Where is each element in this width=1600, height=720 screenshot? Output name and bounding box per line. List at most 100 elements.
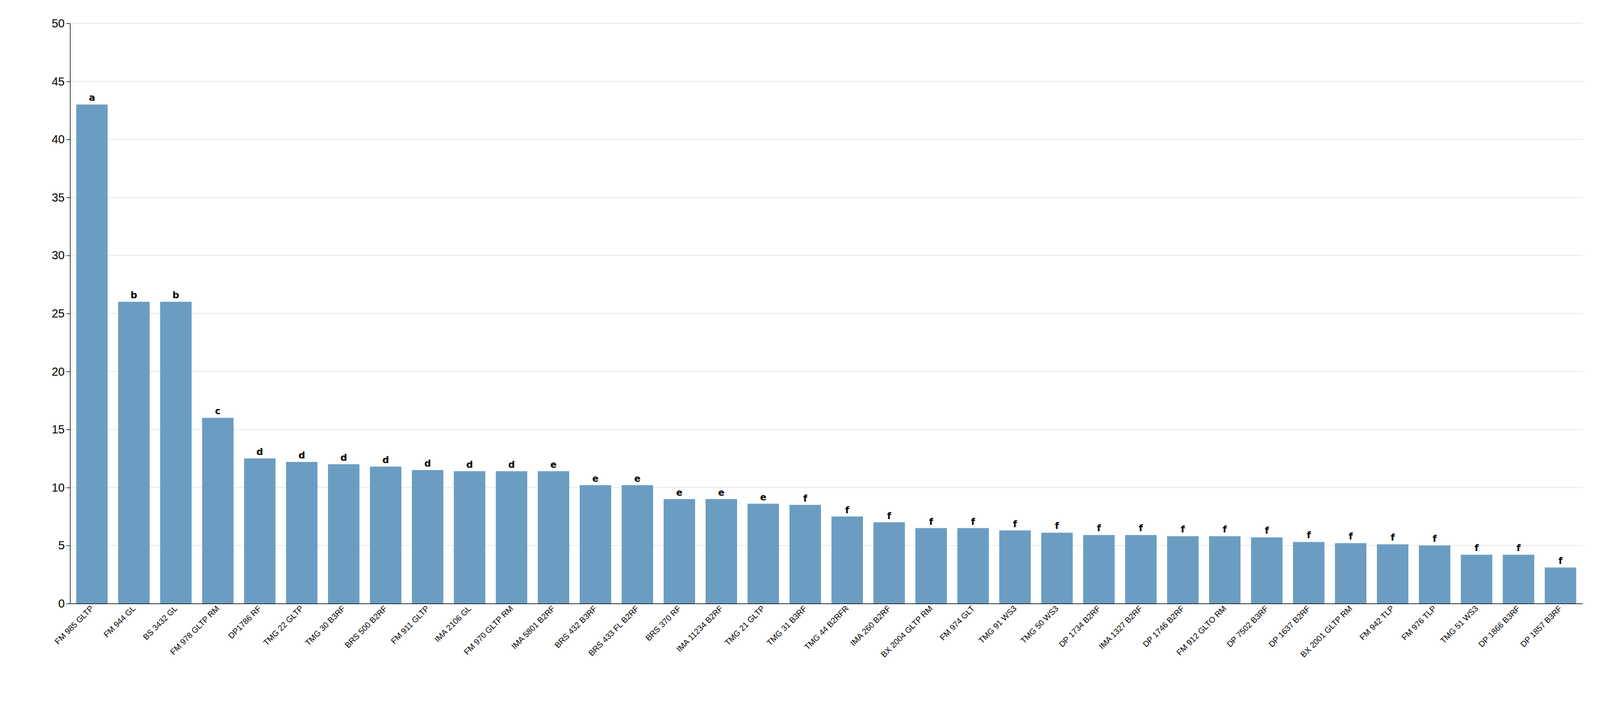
x-tick-label: BRS 370 RF bbox=[643, 603, 683, 643]
bar bbox=[957, 528, 989, 604]
bar bbox=[1209, 536, 1241, 604]
y-tick-label: 20 bbox=[51, 365, 65, 379]
bar bbox=[328, 464, 360, 604]
x-tick-group: TMG 30 B3RF bbox=[302, 603, 347, 648]
bar bbox=[286, 462, 318, 604]
x-tick-group: IMA 2106 GL bbox=[432, 603, 473, 644]
x-tick-group: IMA 11234 B2RF bbox=[674, 603, 725, 654]
bar bbox=[621, 485, 654, 604]
annotation: f bbox=[1306, 529, 1312, 541]
annotation: e bbox=[676, 487, 683, 499]
x-tick-label: IMA 5801 B2RF bbox=[509, 603, 557, 651]
x-tick-label: TMG 50 WS3 bbox=[1018, 603, 1060, 646]
x-tick-group: FM 911 GLTP bbox=[388, 603, 431, 646]
x-tick-label: TMG 21 GLTP bbox=[723, 603, 767, 648]
bar bbox=[1376, 544, 1409, 604]
bar bbox=[453, 471, 486, 604]
y-tick-label: 30 bbox=[51, 248, 65, 262]
annotation: d bbox=[508, 459, 515, 471]
bar bbox=[1041, 532, 1073, 604]
x-tick-group: FM 978 GLTP RM bbox=[168, 603, 222, 657]
x-tick-group: FM 985 GLTP bbox=[53, 603, 96, 647]
chart: abbcdddddddeeeeeefffffffffffffffffff0510… bbox=[0, 0, 1600, 720]
x-tick-group: TMG 91 WS3 bbox=[976, 603, 1018, 646]
annotation: f bbox=[929, 516, 935, 528]
x-tick-group: DP 1734 B2RF bbox=[1056, 603, 1103, 650]
x-tick-label: TMG 22 GLTP bbox=[261, 603, 306, 648]
bar bbox=[873, 522, 905, 604]
annotation: f bbox=[1474, 542, 1480, 554]
grid-line bbox=[69, 371, 1583, 372]
x-tick-group: BRS 432 B3RF bbox=[552, 603, 599, 650]
x-tick-label: TMG 44 B2RFR bbox=[802, 603, 851, 652]
y-tick-label: 40 bbox=[51, 132, 65, 146]
x-tick-label: DP 1637 B2RF bbox=[1266, 603, 1313, 650]
annotation: d bbox=[340, 452, 347, 464]
grid-line bbox=[69, 313, 1583, 315]
x-tick-group: BX 2004 GLTP RM bbox=[878, 603, 935, 659]
annotation: a bbox=[88, 92, 95, 104]
x-tick-group: BX 2001 GLTP RM bbox=[1298, 603, 1355, 659]
x-tick-group: TMG 21 GLTP bbox=[723, 603, 767, 648]
annotation: e bbox=[592, 473, 599, 485]
x-tick-group: DP 1746 B2RF bbox=[1140, 603, 1187, 650]
x-tick-label: FM 978 GLTP RM bbox=[168, 603, 222, 657]
bar bbox=[369, 466, 402, 604]
x-tick-label: DP 1746 B2RF bbox=[1140, 603, 1187, 650]
bar bbox=[1502, 554, 1535, 604]
x-tick-label: IMA 11234 B2RF bbox=[674, 603, 725, 654]
y-tick bbox=[66, 313, 70, 315]
x-tick-label: DP 1734 B2RF bbox=[1056, 603, 1103, 650]
y-tick-label: 0 bbox=[58, 597, 65, 611]
bar bbox=[411, 470, 444, 604]
annotation: f bbox=[1013, 518, 1018, 530]
x-tick-group: TMG 44 B2RFR bbox=[802, 603, 851, 652]
annotation: f bbox=[1139, 522, 1144, 534]
grid-line bbox=[69, 255, 1583, 256]
y-tick-group: 20 bbox=[51, 365, 70, 379]
y-tick-group: 40 bbox=[51, 132, 70, 146]
x-tick-group: FM 976 TLP bbox=[1399, 603, 1439, 643]
bar bbox=[244, 458, 276, 604]
x-tick-label: DP 1857 B3RF bbox=[1518, 603, 1564, 650]
grid-line bbox=[69, 429, 1583, 431]
grid-line bbox=[69, 196, 1583, 198]
y-tick bbox=[66, 23, 70, 24]
bar bbox=[118, 301, 150, 604]
bars bbox=[76, 104, 1577, 604]
x-tick-group: IMA 1327 B2RF bbox=[1096, 603, 1144, 651]
annotation: d bbox=[382, 454, 389, 466]
y-tick-label: 35 bbox=[51, 191, 65, 204]
annotation: f bbox=[1223, 523, 1228, 535]
x-tick-label: FM 911 GLTP bbox=[388, 603, 431, 646]
y-tick-label: 15 bbox=[51, 423, 65, 436]
annotation: b bbox=[172, 289, 179, 301]
bar bbox=[1418, 545, 1451, 604]
bar bbox=[1544, 567, 1577, 604]
x-tick-group: BRS 370 RF bbox=[643, 603, 683, 643]
x-tick-label: FM 974 GLT bbox=[937, 603, 976, 643]
x-tick-group: FM 970 GLTP RM bbox=[462, 603, 516, 657]
x-tick-group: IMA 5801 B2RF bbox=[509, 603, 557, 651]
x-tick-group: BS 3432 GL bbox=[141, 603, 179, 642]
x-tick-group: DP1786 RF bbox=[226, 603, 263, 641]
annotation: e bbox=[550, 459, 557, 471]
annotation: f bbox=[803, 492, 809, 505]
annotation: f bbox=[1348, 530, 1354, 542]
y-tick-group: 0 bbox=[58, 597, 70, 611]
annotation: f bbox=[1516, 542, 1522, 554]
plot: abbcdddddddeeeeeefffffffffffffffffff0510… bbox=[51, 16, 1584, 660]
bar bbox=[537, 471, 570, 604]
y-tick bbox=[66, 545, 70, 546]
x-tick-label: BX 2004 GLTP RM bbox=[878, 603, 935, 659]
annotation: d bbox=[424, 457, 431, 470]
annotation: d bbox=[466, 459, 473, 471]
x-tick-label: TMG 31 B3RF bbox=[764, 603, 809, 648]
x-tick-label: FM 912 GLTO RM bbox=[1174, 603, 1229, 658]
x-tick-label: DP 7502 B3RF bbox=[1224, 603, 1271, 650]
x-tick-label: TMG 91 WS3 bbox=[976, 603, 1018, 646]
x-tick-label: BRS 432 B3RF bbox=[552, 603, 599, 650]
y-axis: 05101520253035404550 bbox=[51, 16, 71, 611]
y-tick bbox=[66, 197, 70, 199]
x-tick-label: IMA 2106 GL bbox=[432, 603, 473, 644]
